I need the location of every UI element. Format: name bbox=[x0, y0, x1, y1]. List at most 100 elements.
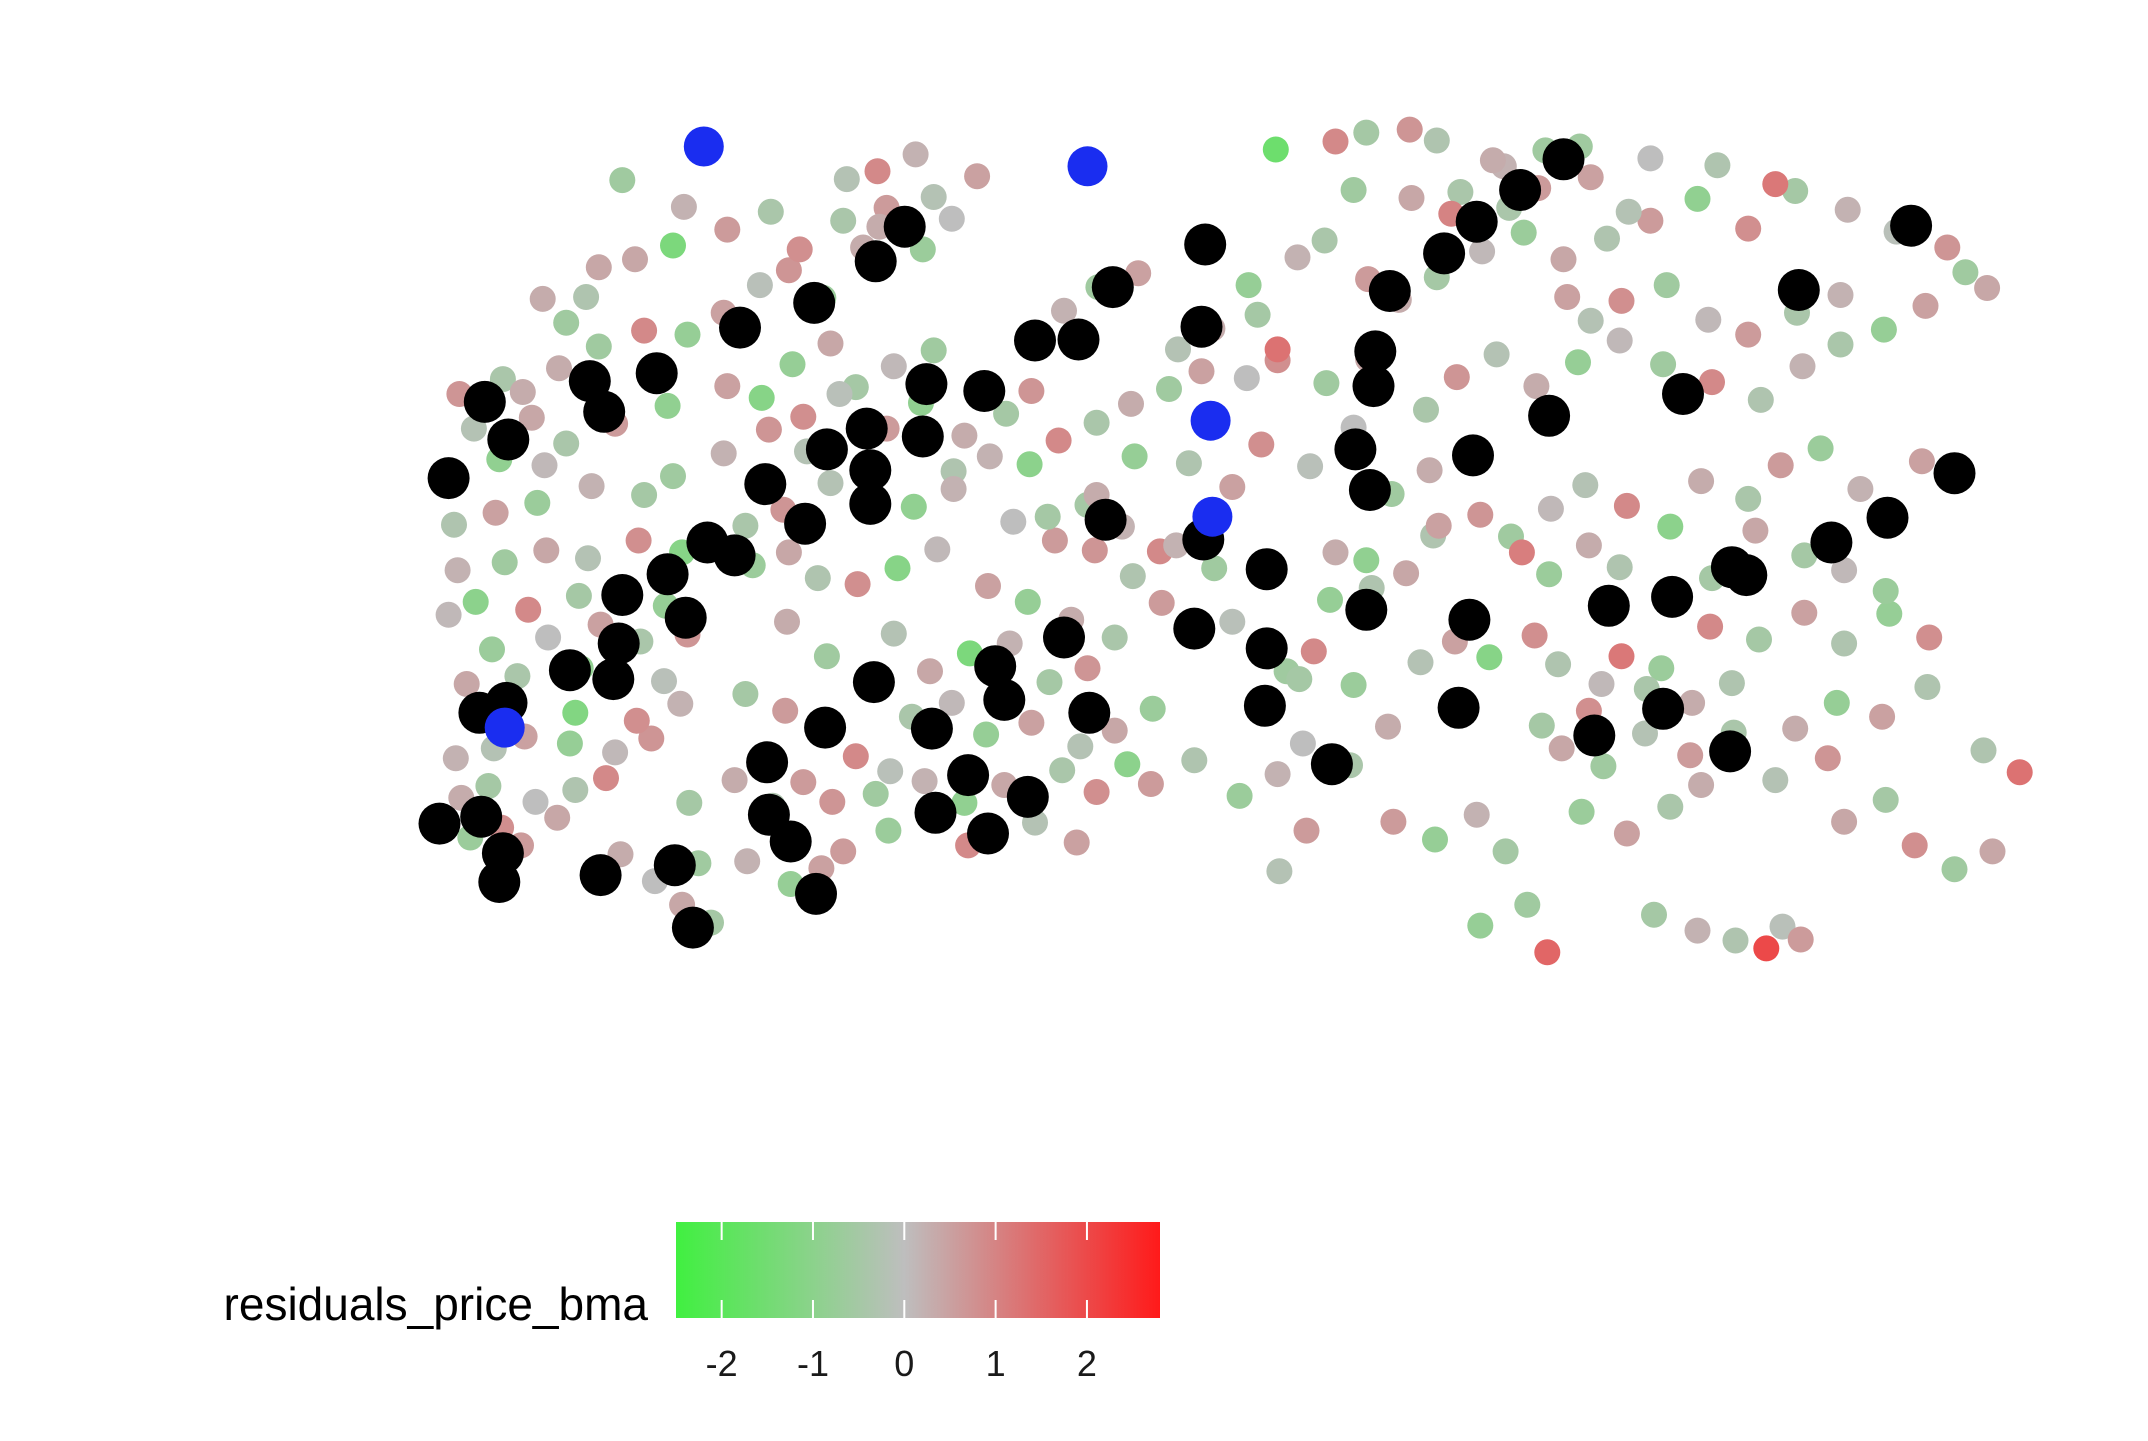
residual-point bbox=[1463, 801, 1490, 828]
residual-point bbox=[1074, 655, 1101, 682]
residual-point bbox=[880, 620, 907, 647]
residual-point bbox=[1767, 452, 1794, 479]
residual-point bbox=[553, 309, 580, 336]
residual-point bbox=[1121, 443, 1148, 470]
residual-point bbox=[1827, 331, 1854, 358]
colorbar-tick-label: -2 bbox=[706, 1343, 738, 1384]
residual-point bbox=[660, 232, 686, 259]
residual-point bbox=[1735, 215, 1762, 242]
residual-point bbox=[920, 337, 947, 364]
black-marker-point bbox=[1452, 434, 1494, 477]
residual-point bbox=[1653, 272, 1680, 299]
residual-point bbox=[1322, 539, 1349, 566]
residual-point bbox=[1018, 378, 1045, 404]
residual-point bbox=[1565, 349, 1591, 376]
residual-point bbox=[938, 205, 965, 232]
residual-point bbox=[1233, 365, 1260, 392]
residual-point bbox=[1413, 396, 1439, 423]
residual-point bbox=[515, 596, 542, 623]
black-marker-point bbox=[1354, 330, 1397, 373]
residual-point bbox=[1322, 128, 1349, 155]
black-marker-point bbox=[1662, 373, 1704, 415]
residual-point bbox=[1534, 939, 1561, 966]
residual-point bbox=[1479, 147, 1506, 174]
black-marker-point bbox=[974, 645, 1017, 688]
residual-point bbox=[1083, 409, 1110, 436]
residual-point bbox=[1443, 364, 1470, 391]
residual-point bbox=[1523, 373, 1550, 400]
residual-point bbox=[1114, 751, 1141, 778]
residual-point bbox=[1769, 913, 1796, 940]
black-marker-point bbox=[744, 463, 787, 506]
residual-point bbox=[1608, 643, 1635, 670]
residual-point bbox=[1476, 644, 1503, 671]
residual-point bbox=[1422, 826, 1448, 853]
residual-point bbox=[1266, 858, 1293, 885]
residual-point bbox=[1789, 353, 1816, 380]
black-marker-point bbox=[1709, 730, 1752, 773]
residual-point bbox=[1791, 542, 1818, 569]
residual-point bbox=[1572, 472, 1599, 499]
black-marker-point bbox=[804, 706, 847, 749]
black-marker-point bbox=[664, 596, 707, 639]
residual-point bbox=[562, 777, 589, 803]
residual-point bbox=[1823, 689, 1850, 716]
residual-point bbox=[1827, 282, 1854, 308]
residual-point bbox=[1467, 912, 1494, 939]
residual-point bbox=[593, 765, 619, 792]
black-marker-point bbox=[1423, 232, 1466, 275]
residual-point bbox=[1508, 539, 1535, 566]
residual-point bbox=[917, 658, 943, 685]
residual-point bbox=[1613, 820, 1640, 847]
residual-point bbox=[1423, 127, 1450, 154]
residual-point bbox=[1148, 589, 1175, 616]
residual-point bbox=[1244, 301, 1271, 328]
residual-point bbox=[710, 440, 737, 467]
residual-point bbox=[1293, 817, 1320, 844]
residual-point bbox=[1375, 713, 1401, 740]
residual-point bbox=[623, 707, 650, 734]
residual-point bbox=[651, 668, 677, 695]
residual-point bbox=[1548, 735, 1575, 762]
residual-point bbox=[774, 608, 800, 635]
residual-point bbox=[622, 246, 648, 273]
residual-point bbox=[609, 167, 636, 194]
residual-point bbox=[924, 536, 951, 563]
residual-point bbox=[1657, 513, 1684, 540]
residual-point bbox=[1248, 431, 1275, 458]
residual-point bbox=[1219, 474, 1246, 500]
residual-point bbox=[1782, 715, 1809, 742]
residual-point bbox=[786, 236, 813, 263]
black-marker-point bbox=[597, 622, 640, 665]
black-marker-point bbox=[1243, 684, 1286, 727]
black-marker-point bbox=[845, 407, 888, 450]
residual-point bbox=[529, 285, 556, 312]
residual-point bbox=[1787, 926, 1814, 953]
black-marker-point bbox=[1642, 687, 1685, 730]
residual-point bbox=[746, 272, 773, 299]
residual-point bbox=[1594, 225, 1620, 252]
black-marker-point bbox=[646, 553, 689, 596]
residual-point bbox=[1175, 450, 1202, 477]
residual-point bbox=[575, 545, 601, 572]
black-marker-point bbox=[1499, 169, 1542, 211]
residual-point bbox=[1872, 786, 1899, 813]
residual-point bbox=[1735, 485, 1762, 512]
residual-point bbox=[976, 443, 1003, 470]
residual-point bbox=[1704, 152, 1731, 179]
black-marker-point bbox=[901, 415, 944, 458]
black-marker-point bbox=[635, 352, 678, 395]
residual-point bbox=[509, 379, 536, 405]
residual-point bbox=[1000, 508, 1027, 535]
black-marker-point bbox=[1573, 714, 1616, 757]
black-marker-point bbox=[427, 457, 470, 500]
residual-point bbox=[1063, 829, 1090, 856]
black-marker-point bbox=[1184, 223, 1227, 266]
black-marker-point bbox=[1810, 521, 1853, 564]
residual-point bbox=[993, 400, 1020, 427]
residual-point bbox=[1398, 185, 1425, 211]
residual-point bbox=[1049, 757, 1076, 784]
residual-point bbox=[1018, 709, 1045, 736]
black-marker-point bbox=[1542, 138, 1585, 181]
residual-point bbox=[444, 557, 471, 584]
